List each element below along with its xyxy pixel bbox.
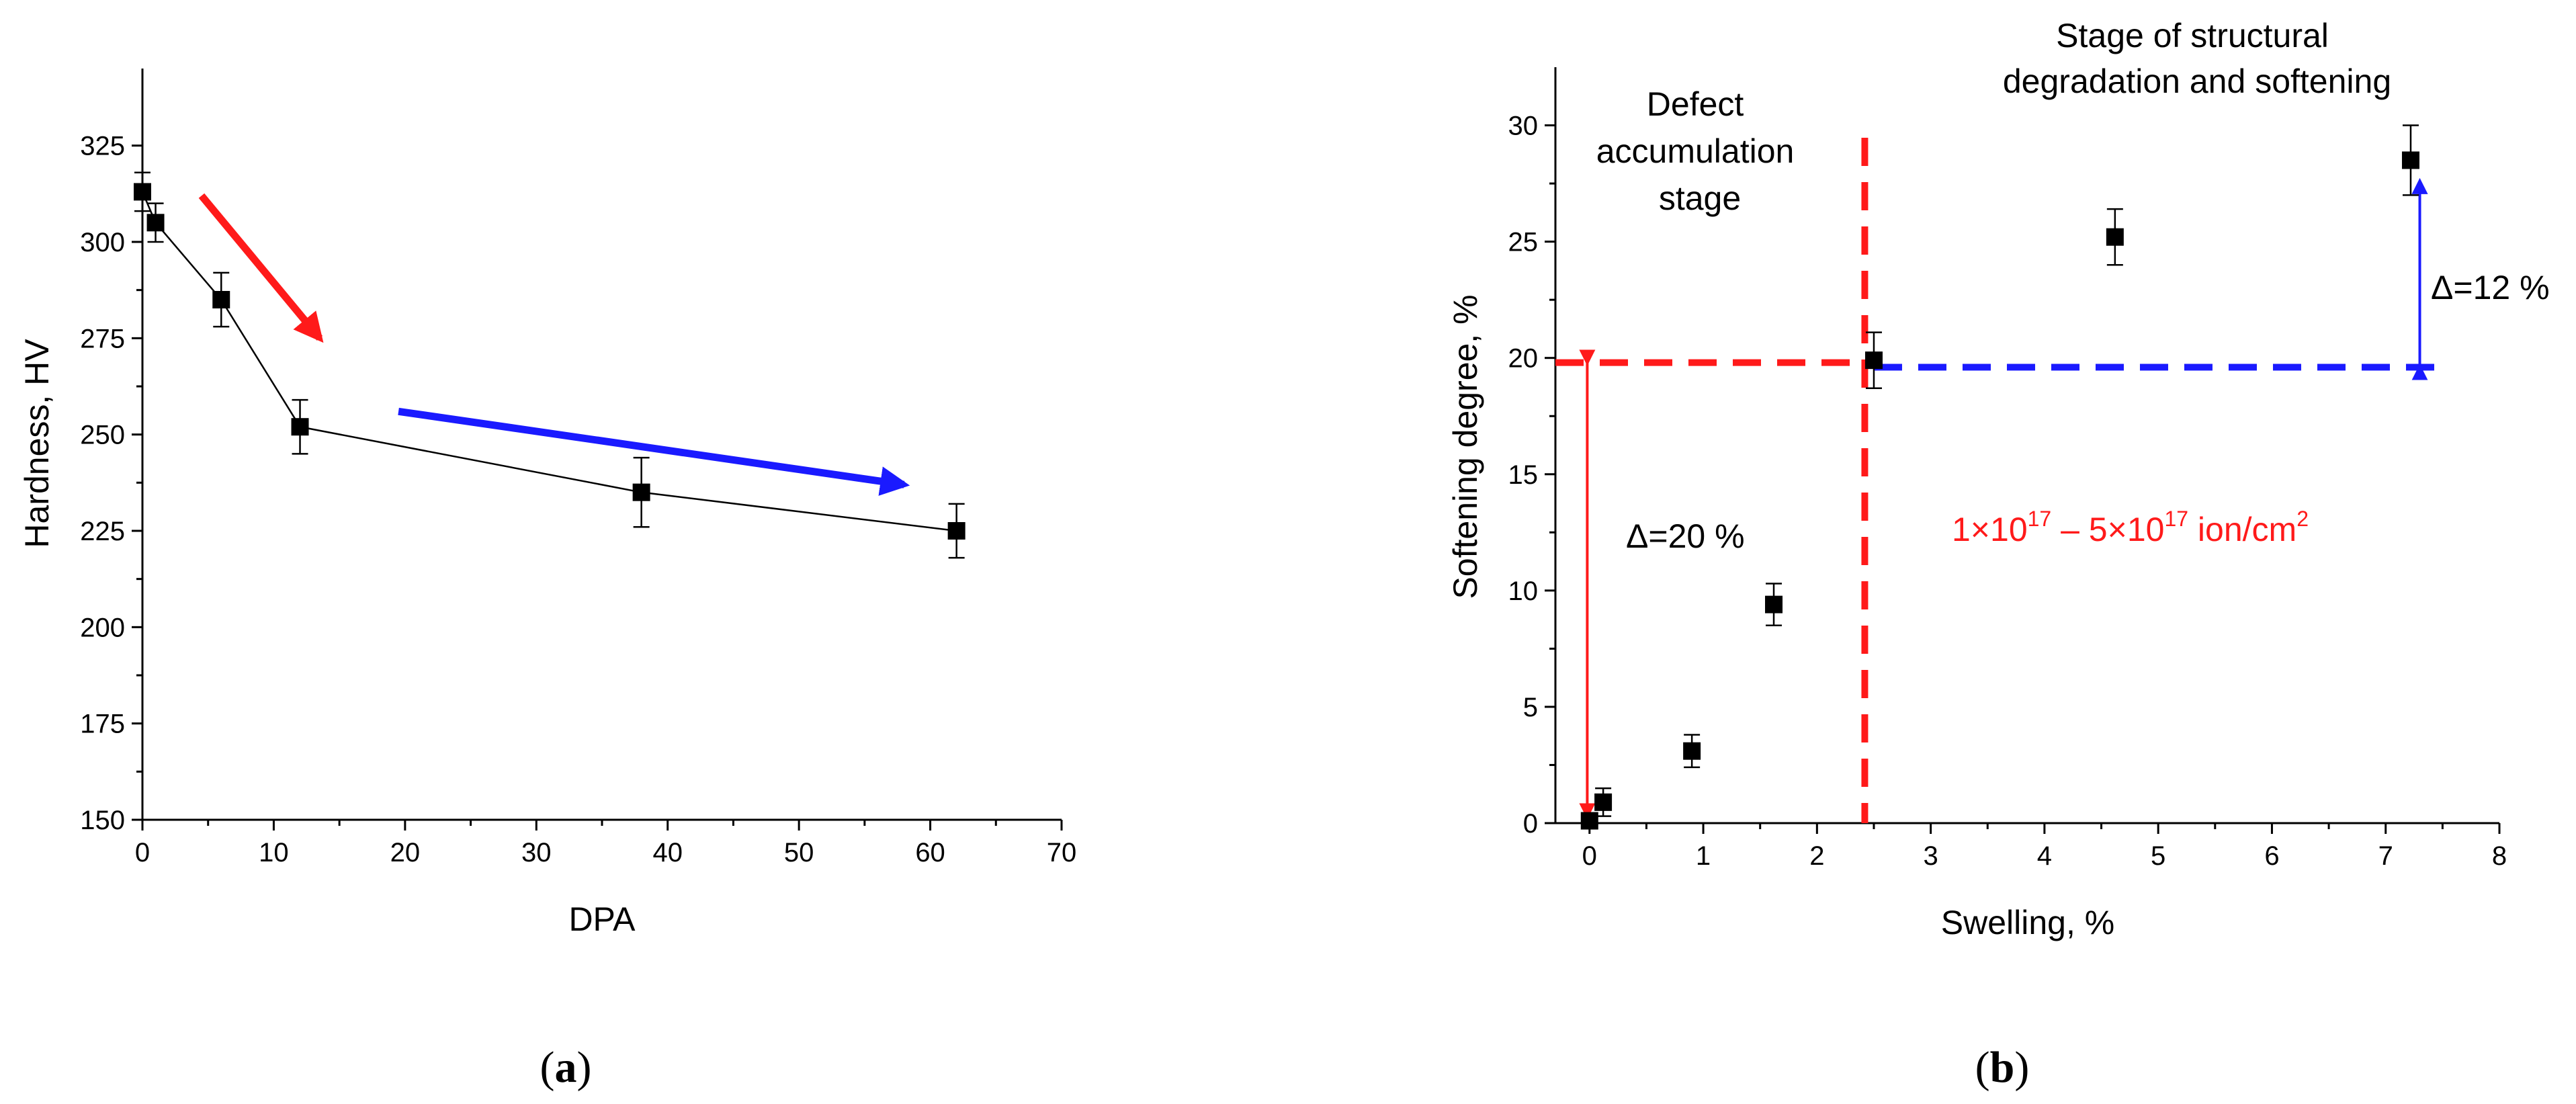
defect-stage-line-3: stage [1659, 179, 1741, 217]
chart-a-x-tick-label: 40 [652, 838, 683, 867]
chart-b-y-tick-label: 20 [1508, 344, 1539, 374]
chart-b-x-label: Swelling, % [1941, 904, 2114, 941]
chart-b: 0 1 2 3 4 5 6 7 8 0 5 10 15 20 25 30 Defect accumulatio… [1447, 17, 2550, 1092]
fluence-exp-2: 17 [2164, 507, 2188, 531]
degradation-stage-annotation: Stage of structural degradation and soft… [2003, 17, 2391, 100]
fluence-mid: – 5×10 [2051, 511, 2164, 548]
chart-b-y-label: Softening degree, % [1447, 294, 1484, 599]
chart-b-panel-label: (b) [1975, 1043, 2030, 1092]
chart-b-x-tick-label: 3 [1923, 841, 1938, 871]
chart-a-y-tick-label: 225 [80, 517, 125, 546]
chart-a-data-point [947, 522, 965, 540]
chart-b-data-point [2106, 228, 2124, 246]
chart-a-panel-letter: a [555, 1043, 577, 1092]
chart-b-ticks: 0 1 2 3 4 5 6 7 8 0 5 10 15 20 25 30 [1508, 112, 2507, 871]
delta-left-label: Δ=20 % [1626, 517, 1745, 555]
chart-a-ticks: 0 10 20 30 40 50 60 70 150 175 200 225 250 275 300 325 [80, 132, 1076, 867]
chart-a-series-line [141, 191, 957, 532]
chart-a-y-tick-label: 300 [80, 228, 125, 257]
chart-a-data-point [212, 291, 230, 308]
chart-b-y-tick-label: 5 [1523, 693, 1538, 722]
chart-a-x-tick-label: 20 [390, 838, 421, 867]
chart-a-y-tick-label: 175 [80, 710, 125, 739]
fluence-unit: ion/cm [2188, 511, 2296, 548]
chart-b-x-tick-label: 7 [2378, 841, 2393, 871]
chart-a-data-point [146, 214, 165, 232]
defect-stage-line-2: accumulation [1596, 132, 1795, 170]
chart-a-x-label: DPA [568, 900, 636, 938]
chart-b-y-tick-label: 15 [1508, 460, 1539, 490]
chart-a-x-tick-label: 30 [521, 838, 552, 867]
chart-b-data-point [1765, 595, 1783, 613]
chart-a-y-tick-label: 275 [80, 324, 125, 353]
chart-a-data-point [134, 183, 151, 201]
chart-b-errorbars [1581, 124, 2419, 829]
chart-a-data-point [632, 483, 650, 501]
red-trend-arrow [198, 193, 324, 343]
chart-a-x-tick-label: 0 [135, 838, 150, 867]
degradation-stage-line-2: degradation and softening [2003, 62, 2391, 100]
fluence-exp-1: 17 [2028, 507, 2052, 531]
chart-b-x-tick-label: 6 [2264, 841, 2279, 871]
chart-b-y-tick-label: 10 [1508, 577, 1539, 606]
chart-a-y-tick-label: 200 [80, 613, 125, 642]
chart-b-data-point [1580, 812, 1598, 830]
chart-a-x-tick-label: 60 [915, 838, 945, 867]
chart-b-data-point [1864, 351, 1883, 370]
chart-a-y-tick-label: 150 [80, 806, 125, 835]
fluence-base-1: 1×10 [1952, 511, 2028, 548]
chart-a-y-tick-label: 325 [80, 132, 125, 161]
chart-a-errorbars [134, 171, 965, 559]
fluence-exp-3: 2 [2296, 507, 2309, 531]
chart-b-x-tick-label: 2 [1809, 841, 1824, 871]
defect-stage-annotation: Defect accumulation stage [1596, 85, 1804, 217]
chart-b-x-tick-label: 0 [1582, 841, 1597, 871]
chart-a-y-tick-label: 250 [80, 421, 125, 450]
chart-a-y-label: Hardness, HV [18, 339, 56, 548]
defect-stage-line-1: Defect [1647, 85, 1744, 123]
fluence-label: 1×1017 – 5×1017 ion/cm2 [1952, 507, 2309, 548]
blue-trend-arrow [398, 407, 910, 496]
chart-b-x-tick-label: 4 [2037, 841, 2052, 871]
chart-b-x-tick-label: 8 [2492, 841, 2507, 871]
chart-a-points [134, 183, 965, 540]
chart-b-x-tick-label: 5 [2151, 841, 2165, 871]
chart-b-data-point [1683, 742, 1701, 760]
chart-b-y-tick-label: 0 [1523, 809, 1538, 839]
chart-a: 0 10 20 30 40 50 60 70150175200225250275300325 … [18, 69, 1076, 1092]
degradation-stage-line-1: Stage of structural [2056, 17, 2329, 54]
chart-b-points [1580, 151, 2419, 830]
chart-b-panel-letter: b [1990, 1043, 2015, 1092]
chart-b-data-point [2401, 151, 2419, 169]
chart-a-x-tick-label: 70 [1047, 838, 1077, 867]
chart-b-x-tick-label: 1 [1696, 841, 1711, 871]
chart-a-x-tick-label: 50 [784, 838, 814, 867]
chart-a-data-point [291, 418, 309, 436]
chart-b-y-tick-label: 25 [1508, 228, 1539, 257]
chart-a-panel-label: (a) [540, 1043, 592, 1092]
delta-right-label: Δ=12 % [2431, 269, 2550, 306]
chart-b-data-point [1594, 793, 1613, 811]
chart-a-x-tick-label: 10 [259, 838, 289, 867]
chart-b-y-tick-label: 30 [1508, 112, 1539, 141]
